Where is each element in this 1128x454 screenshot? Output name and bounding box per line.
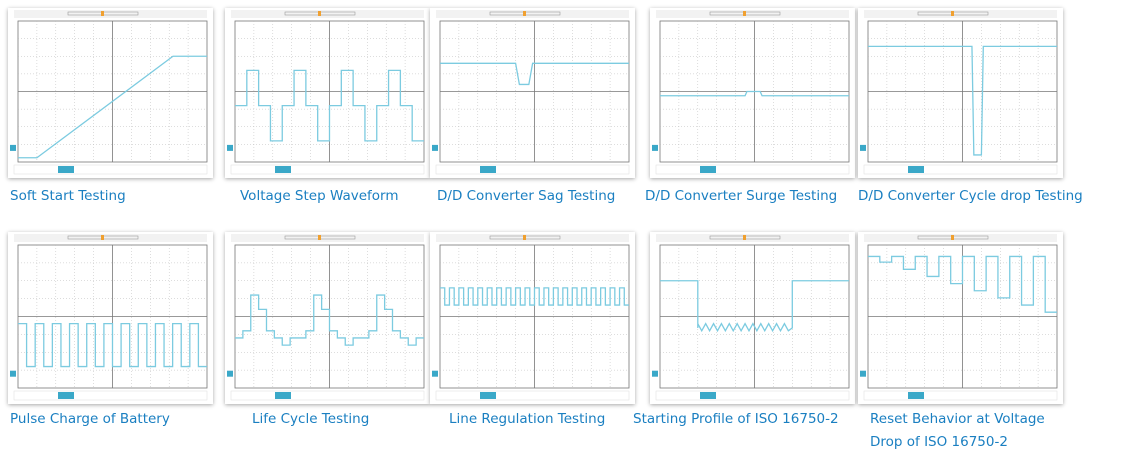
caption: Pulse Charge of Battery xyxy=(10,411,170,427)
scope-image xyxy=(430,8,635,178)
waveform xyxy=(868,45,1057,156)
waveform xyxy=(235,294,424,346)
channel-marker xyxy=(652,144,658,151)
scope-screen xyxy=(858,8,1063,178)
scope-image xyxy=(858,232,1063,404)
trigger-marker xyxy=(101,11,104,16)
scope-image xyxy=(8,8,213,178)
caption: Life Cycle Testing xyxy=(252,411,370,427)
waveform xyxy=(868,255,1057,313)
scope-screen xyxy=(858,232,1063,404)
channel-marker xyxy=(10,370,16,377)
status-bar xyxy=(863,164,1058,175)
waveform xyxy=(660,90,849,97)
top-bar xyxy=(656,10,849,18)
top-bar xyxy=(436,234,629,242)
trigger-marker xyxy=(101,235,104,240)
channel-marker xyxy=(432,144,438,151)
channel-marker xyxy=(227,370,233,377)
trigger-marker xyxy=(318,235,321,240)
top-bar xyxy=(864,10,1057,18)
waveform xyxy=(440,287,629,306)
scope-image xyxy=(225,8,430,178)
channel-marker xyxy=(432,370,438,377)
status-box xyxy=(700,392,716,399)
channel-marker xyxy=(860,370,866,377)
trigger-marker xyxy=(743,235,746,240)
scope-image xyxy=(430,232,635,404)
waveform xyxy=(660,280,849,333)
trigger-marker xyxy=(318,11,321,16)
status-box xyxy=(480,392,496,399)
trigger-marker xyxy=(743,11,746,16)
channel-marker xyxy=(652,370,658,377)
caption: Line Regulation Testing xyxy=(449,411,606,427)
top-bar xyxy=(656,234,849,242)
top-bar xyxy=(231,10,424,18)
top-bar xyxy=(231,234,424,242)
status-bar xyxy=(655,390,850,401)
caption: Starting Profile of ISO 16750-2 xyxy=(633,411,839,427)
scope-screen xyxy=(225,8,430,178)
waveform xyxy=(235,69,424,142)
caption: D/D Converter Surge Testing xyxy=(645,188,838,204)
scope-image xyxy=(8,232,213,404)
status-bar xyxy=(13,390,208,401)
scope-image xyxy=(225,232,430,404)
scope-image xyxy=(650,8,855,178)
scope-screen xyxy=(650,8,855,178)
status-bar xyxy=(435,164,630,175)
channel-marker xyxy=(10,144,16,151)
waveform xyxy=(440,62,629,86)
channel-marker xyxy=(227,144,233,151)
status-box xyxy=(908,166,924,173)
scope-image xyxy=(650,232,855,404)
caption: D/D Converter Cycle drop Testing xyxy=(858,188,1083,204)
caption: Soft Start Testing xyxy=(10,188,126,204)
trigger-marker xyxy=(523,11,526,16)
status-box xyxy=(275,392,291,399)
status-box xyxy=(480,166,496,173)
top-bar xyxy=(14,234,207,242)
trigger-marker xyxy=(523,235,526,240)
status-box xyxy=(275,166,291,173)
status-bar xyxy=(230,390,425,401)
status-box xyxy=(58,166,74,173)
waveform xyxy=(18,323,207,368)
status-bar xyxy=(435,390,630,401)
scope-screen xyxy=(430,8,635,178)
status-box xyxy=(700,166,716,173)
caption: D/D Converter Sag Testing xyxy=(437,188,616,204)
status-bar xyxy=(13,164,208,175)
caption: Voltage Step Waveform xyxy=(240,188,399,204)
channel-marker xyxy=(860,144,866,151)
scope-image xyxy=(858,8,1063,178)
scope-screen xyxy=(225,232,430,404)
top-bar xyxy=(436,10,629,18)
scope-screen xyxy=(430,232,635,404)
caption: Reset Behavior at Voltage Drop of ISO 16… xyxy=(870,411,1045,450)
waveform xyxy=(18,55,207,159)
status-box xyxy=(908,392,924,399)
scope-screen xyxy=(8,232,213,404)
status-bar xyxy=(655,164,850,175)
scope-screen xyxy=(650,232,855,404)
top-bar xyxy=(14,10,207,18)
status-bar xyxy=(863,390,1058,401)
top-bar xyxy=(864,234,1057,242)
status-box xyxy=(58,392,74,399)
status-bar xyxy=(230,164,425,175)
scope-screen xyxy=(8,8,213,178)
trigger-marker xyxy=(951,235,954,240)
trigger-marker xyxy=(951,11,954,16)
